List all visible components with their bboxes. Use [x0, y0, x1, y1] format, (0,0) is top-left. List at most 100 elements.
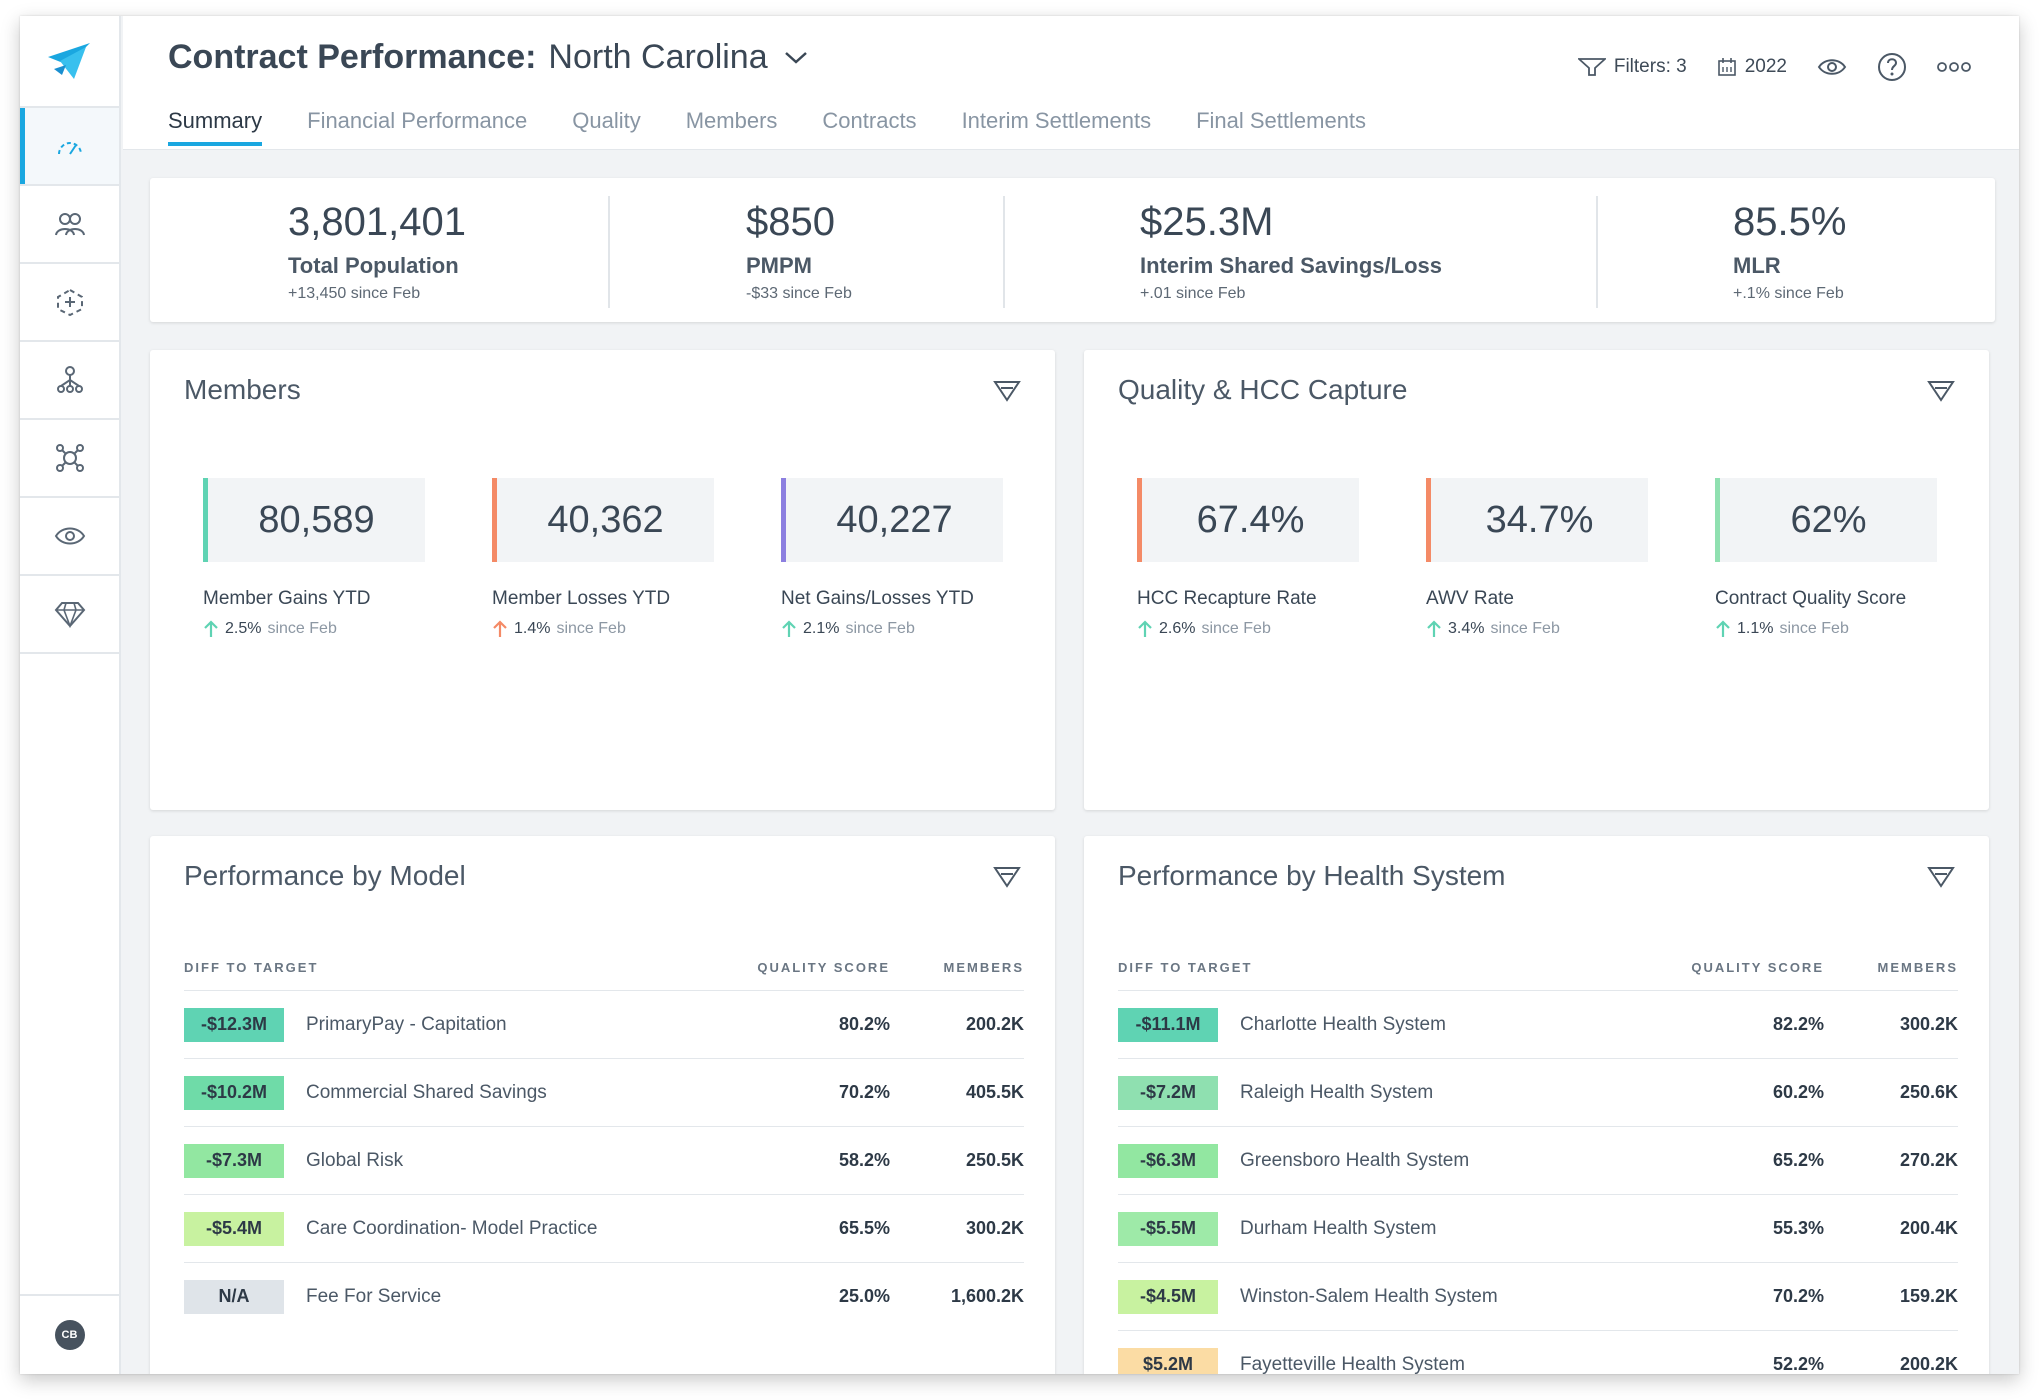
column-header-diff[interactable]: DIFF TO TARGET: [1118, 960, 1253, 975]
stat-label: HCC Recapture Rate: [1137, 588, 1317, 609]
region-selector[interactable]: North Carolina: [548, 38, 768, 76]
quality-score: 60.2%: [1772, 1082, 1824, 1102]
stat-label: Member Losses YTD: [492, 588, 671, 609]
members-count: 200.2K: [965, 1014, 1024, 1034]
card-filter-button[interactable]: [993, 866, 1021, 893]
tab-financial-performance[interactable]: Financial Performance: [307, 108, 528, 133]
column-header-diff[interactable]: DIFF TO TARGET: [184, 960, 319, 975]
table-row[interactable]: -$6.3M Greensboro Health System 65.2% 270.2…: [1118, 1126, 1958, 1194]
stat-label: Member Gains YTD: [203, 588, 371, 609]
diff-badge: -$11.1M: [1118, 1007, 1218, 1042]
kpi-label: PMPM: [746, 253, 812, 278]
filter-icon: [993, 381, 1021, 402]
kpi-mlr: 85.5% MLR +.1% since Feb: [1733, 200, 1846, 303]
row-name: Fayetteville Health System: [1240, 1353, 1465, 1375]
divider: [1003, 196, 1005, 308]
sidebar-item-members[interactable]: [20, 186, 119, 264]
card-filter-button[interactable]: [1927, 380, 1955, 407]
stat-change: 1.4% since Feb: [492, 620, 714, 638]
stat-member-losses: 40,362 Member Losses YTD 1.4% since Feb: [492, 478, 714, 638]
help-icon: [1878, 53, 1906, 81]
kpi-total-population: 3,801,401 Total Population +13,450 since…: [288, 200, 466, 303]
chevron-down-icon[interactable]: [784, 51, 808, 65]
filter-icon: [1577, 58, 1606, 76]
stat-pct: 1.4%: [514, 620, 551, 637]
app-logo[interactable]: [20, 16, 119, 108]
stat-hcc-recapture: 67.4% HCC Recapture Rate 2.6% since Feb: [1137, 478, 1359, 638]
card-filter-button[interactable]: [993, 380, 1021, 407]
table-row[interactable]: -$5.4M Care Coordination- Model Practice 6…: [184, 1194, 1024, 1262]
stat-pct: 1.1%: [1737, 620, 1774, 637]
card-title: Performance by Model: [184, 860, 466, 891]
sidebar-item-care[interactable]: [20, 264, 119, 342]
filter-icon: [1927, 867, 1955, 888]
column-header-members[interactable]: MEMBERS: [1877, 960, 1958, 975]
diff-badge: -$7.3M: [184, 1143, 284, 1178]
column-header-quality[interactable]: QUALITY SCORE: [757, 960, 890, 975]
sidebar-item-view[interactable]: [20, 498, 119, 576]
tab-summary[interactable]: Summary: [168, 108, 263, 146]
table-row[interactable]: -$7.2M Raleigh Health System 60.2% 250.6K: [1118, 1058, 1958, 1126]
page-title[interactable]: Contract Performance: North Carolina: [168, 38, 808, 77]
filters-button[interactable]: Filters: 3: [1577, 56, 1687, 78]
tab-interim-settlements[interactable]: Interim Settlements: [961, 108, 1152, 133]
sidebar-item-network[interactable]: [20, 342, 119, 420]
table-row[interactable]: N/A Fee For Service 25.0% 1,600.2K: [184, 1262, 1024, 1330]
table-row[interactable]: -$7.3M Global Risk 58.2% 250.5K: [184, 1126, 1024, 1194]
user-menu[interactable]: CB: [20, 1294, 119, 1374]
page-header: Contract Performance: North Carolina Fil…: [123, 16, 2019, 150]
stat-change: 3.4% since Feb: [1426, 620, 1648, 638]
sidebar-item-diamond[interactable]: [20, 576, 119, 654]
diff-badge: N/A: [184, 1279, 284, 1314]
dashboard-icon: [57, 142, 82, 155]
avatar[interactable]: CB: [54, 1320, 85, 1350]
quality-score: 70.2%: [838, 1082, 890, 1102]
card-title: Members: [184, 374, 301, 405]
stat-value: 34.7%: [1426, 478, 1648, 562]
column-header-quality[interactable]: QUALITY SCORE: [1691, 960, 1824, 975]
row-name: PrimaryPay - Capitation: [306, 1013, 507, 1035]
table-row[interactable]: $5.2M Fayetteville Health System 52.2% 200.…: [1118, 1330, 1958, 1374]
column-header-members[interactable]: MEMBERS: [943, 960, 1024, 975]
tab-contracts[interactable]: Contracts: [822, 108, 917, 133]
stat-value: 62%: [1715, 478, 1937, 562]
row-name: Greensboro Health System: [1240, 1149, 1470, 1171]
kpi-value: 3,801,401: [288, 200, 466, 244]
stat-pct: 2.6%: [1159, 620, 1196, 637]
row-name: Commercial Shared Savings: [306, 1081, 547, 1103]
stat-net-gains: 40,227 Net Gains/Losses YTD 2.1% since F…: [781, 478, 1003, 638]
operations-icon: [55, 444, 84, 472]
tab-members[interactable]: Members: [685, 108, 778, 133]
stat-change: 2.5% since Feb: [203, 620, 425, 638]
table-row[interactable]: -$11.1M Charlotte Health System 82.2% 300.2…: [1118, 990, 1958, 1058]
members-icon: [54, 213, 85, 236]
table-row[interactable]: -$4.5M Winston-Salem Health System 70.2% 15…: [1118, 1262, 1958, 1330]
sidebar-item-operations[interactable]: [20, 420, 119, 498]
eye-icon: [1817, 59, 1847, 75]
diff-badge: -$5.4M: [184, 1211, 284, 1246]
view-button[interactable]: [1817, 57, 1847, 77]
stat-since: since Feb: [267, 620, 337, 637]
sidebar: CB: [20, 16, 121, 1374]
quality-score: 82.2%: [1772, 1014, 1824, 1034]
more-button[interactable]: [1937, 61, 1971, 73]
year-button[interactable]: 2022: [1717, 56, 1787, 78]
card-filter-button[interactable]: [1927, 866, 1955, 893]
diamond-icon: [54, 602, 85, 628]
sidebar-item-dashboard[interactable]: [20, 108, 119, 186]
stat-member-gains: 80,589 Member Gains YTD 2.5% since Feb: [203, 478, 425, 638]
help-button[interactable]: [1877, 52, 1907, 82]
year-label: 2022: [1744, 56, 1787, 77]
diff-badge: -$10.2M: [184, 1075, 284, 1110]
table-row[interactable]: -$12.3M PrimaryPay - Capitation 80.2% 200.2…: [184, 990, 1024, 1058]
stat-pct: 3.4%: [1448, 620, 1485, 637]
stat-value: 40,362: [492, 478, 714, 562]
stat-change: 1.1% since Feb: [1715, 620, 1937, 638]
table-row[interactable]: -$10.2M Commercial Shared Savings 70.2% 405…: [184, 1058, 1024, 1126]
arrow-up-icon: [493, 620, 507, 637]
kpi-shared-savings: $25.3M Interim Shared Savings/Loss +.01 …: [1140, 200, 1442, 303]
tab-quality[interactable]: Quality: [572, 108, 641, 133]
kpi-pmpm: $850 PMPM -$33 since Feb: [746, 200, 852, 303]
table-row[interactable]: -$5.5M Durham Health System 55.3% 200.4K: [1118, 1194, 1958, 1262]
tab-final-settlements[interactable]: Final Settlements: [1196, 108, 1367, 133]
